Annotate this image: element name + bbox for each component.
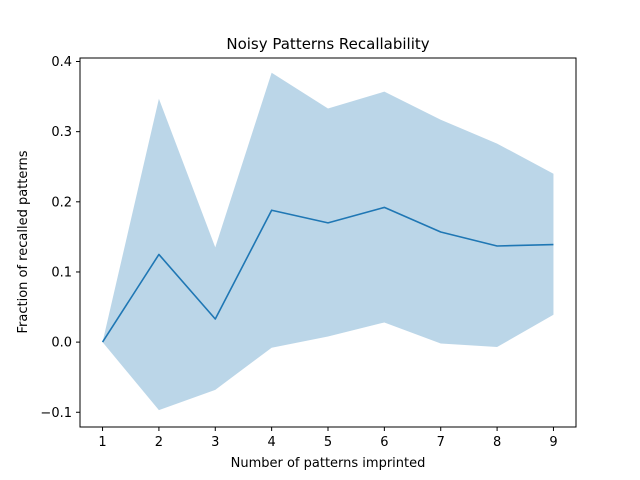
y-axis-label: Fraction of recalled patterns <box>16 150 31 333</box>
x-tick-label: 9 <box>549 435 557 450</box>
chart-title: Noisy Patterns Recallability <box>226 35 429 53</box>
y-tick-label: 0.4 <box>51 55 72 70</box>
series-line-mean <box>101 206 554 343</box>
confidence-band <box>102 72 554 411</box>
plot-area: 1 2 3 4 5 6 7 8 9 −0.1 0.0 0.1 0.2 0.3 0.4 <box>40 55 577 450</box>
x-tick-label: 2 <box>155 435 163 450</box>
x-tick-label: 4 <box>267 435 275 450</box>
x-tick-label: 5 <box>324 435 332 450</box>
x-tick-label: 6 <box>380 435 388 450</box>
x-tick-label: 1 <box>98 435 106 450</box>
x-tick-label: 8 <box>493 435 501 450</box>
y-tick-label: 0.2 <box>51 195 72 210</box>
x-tick-label: 3 <box>211 435 219 450</box>
y-tick-label: −0.1 <box>40 406 72 421</box>
y-tick-label: 0.1 <box>51 265 72 280</box>
x-axis-label: Number of patterns imprinted <box>231 456 426 471</box>
y-tick-label: 0.3 <box>51 125 72 140</box>
x-tick-label: 7 <box>437 435 445 450</box>
y-tick-label: 0.0 <box>51 336 72 351</box>
